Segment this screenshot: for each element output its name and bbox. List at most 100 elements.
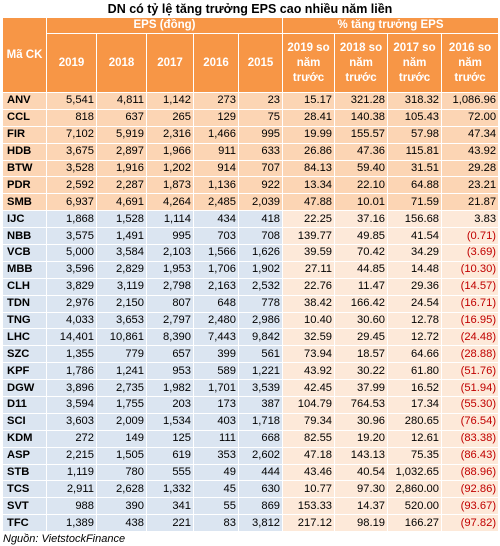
eps-cell: 1,706 <box>193 260 239 279</box>
growth-cell: 43.46 <box>282 463 336 482</box>
growth-cell: 47.34 <box>441 125 500 144</box>
growth-cell: 166.27 <box>387 514 443 533</box>
eps-cell: 49 <box>193 463 239 482</box>
eps-cell: 5,919 <box>96 125 147 144</box>
eps-cell: 221 <box>146 514 194 533</box>
eps-cell: 125 <box>146 429 194 448</box>
growth-cell: 166.42 <box>334 294 389 313</box>
table-row: SVT 988 390 341 55 869 153.33 14.37 520.00 (93.67… <box>2 497 500 516</box>
eps-cell: 75 <box>237 108 284 127</box>
growth-cell: 139.77 <box>282 227 336 246</box>
growth-cell: 49.85 <box>334 227 389 246</box>
growth-cell: (88.96) <box>441 463 500 482</box>
eps-cell: 1,701 <box>193 379 239 398</box>
eps-cell: 149 <box>96 429 147 448</box>
eps-growth-table: Mã CK EPS (đồng) % tăng trưởng EPS 2019 … <box>2 17 500 533</box>
growth-cell: 115.81 <box>387 142 443 161</box>
growth-cell: 70.42 <box>334 244 389 262</box>
eps-cell: 668 <box>237 429 284 448</box>
table-row: NBB 3,575 1,491 995 703 708 139.77 49.85 41.54 (0… <box>2 227 500 246</box>
eps-cell: 807 <box>146 294 194 313</box>
eps-cell: 1,355 <box>46 345 97 364</box>
eps-cell: 2,163 <box>193 277 239 296</box>
eps-cell: 23 <box>237 92 284 110</box>
growth-cell: 44.85 <box>334 260 389 279</box>
eps-cell: 657 <box>146 345 194 364</box>
eps-cell: 4,033 <box>46 311 97 330</box>
eps-cell: 399 <box>193 345 239 364</box>
growth-cell: 47.18 <box>282 446 336 465</box>
eps-cell: 1,916 <box>96 159 147 178</box>
eps-cell: 1,241 <box>96 362 147 381</box>
eps-cell: 1,966 <box>146 142 194 161</box>
eps-cell: 1,755 <box>96 396 147 414</box>
table-row: SMB 6,937 4,691 4,264 2,485 2,039 47.88 10.01 71… <box>2 193 500 212</box>
stock-code-cell: ANV <box>2 92 47 110</box>
eps-cell: 2,798 <box>146 277 194 296</box>
eps-cell: 1,389 <box>46 514 97 533</box>
eps-cell: 341 <box>146 497 194 516</box>
eps-cell: 2,829 <box>96 260 147 279</box>
eps-cell: 1,221 <box>237 362 284 381</box>
eps-cell: 1,982 <box>146 379 194 398</box>
growth-cell: 61.80 <box>387 362 443 381</box>
eps-cell: 869 <box>237 497 284 516</box>
growth-cell: 140.38 <box>334 108 389 127</box>
growth-cell: 11.47 <box>334 277 389 296</box>
growth-cell: 84.13 <box>282 159 336 178</box>
source-note: Nguồn: VietstockFinance <box>3 533 126 546</box>
eps-cell: 1,142 <box>146 92 194 110</box>
growth-cell: 321.28 <box>334 92 389 110</box>
growth-cell: 29.45 <box>334 328 389 347</box>
growth-cell: (16.71) <box>441 294 500 313</box>
eps-cell: 1,466 <box>193 125 239 144</box>
eps-cell: 1,902 <box>237 260 284 279</box>
growth-cell: 31.51 <box>387 159 443 178</box>
eps-cell: 3,653 <box>96 311 147 330</box>
growth-cell: 10.40 <box>282 311 336 330</box>
eps-cell: 1,491 <box>96 227 147 246</box>
table-row: ANV 5,541 4,811 1,142 273 23 15.17 321.28 318.32… <box>2 92 500 110</box>
table-row: CLH 3,829 3,119 2,798 2,163 2,532 22.76 11.47 29… <box>2 277 500 296</box>
eps-cell: 129 <box>193 108 239 127</box>
eps-cell: 2,316 <box>146 125 194 144</box>
growth-cell: 22.25 <box>282 210 336 229</box>
growth-cell: (51.94) <box>441 379 500 398</box>
table-body: ANV 5,541 4,811 1,142 273 23 15.17 321.28 318.32… <box>2 92 500 533</box>
eps-cell: 1,136 <box>193 176 239 195</box>
eps-cell: 1,332 <box>146 480 194 499</box>
growth-cell: 14.48 <box>387 260 443 279</box>
growth-cell: 12.61 <box>387 429 443 448</box>
eps-cell: 2,287 <box>96 176 147 195</box>
eps-cell: 9,842 <box>237 328 284 347</box>
eps-cell: 3,812 <box>237 514 284 533</box>
growth-cell: 34.29 <box>387 244 443 262</box>
eps-cell: 703 <box>193 227 239 246</box>
eps-cell: 7,443 <box>193 328 239 347</box>
table-row: BTW 3,528 1,916 1,202 914 707 84.13 59.40 31.51 2… <box>2 159 500 178</box>
growth-cell: 318.32 <box>387 92 443 110</box>
stock-code-cell: BTW <box>2 159 47 178</box>
eps-cell: 780 <box>96 463 147 482</box>
eps-cell: 589 <box>193 362 239 381</box>
growth-cell: 98.19 <box>334 514 389 533</box>
eps-cell: 434 <box>193 210 239 229</box>
growth-cell: 72.00 <box>441 108 500 127</box>
eps-cell: 3,829 <box>46 277 97 296</box>
table-title: DN có tỷ lệ tăng trưởng EPS cao nhiều nă… <box>107 2 393 16</box>
eps-cell: 619 <box>146 446 194 465</box>
growth-cell: 30.22 <box>334 362 389 381</box>
growth-cell: (14.57) <box>441 277 500 296</box>
growth-cell: 18.57 <box>334 345 389 364</box>
growth-cell: 10.77 <box>282 480 336 499</box>
eps-cell: 2,628 <box>96 480 147 499</box>
table-row: CCL 818 637 265 129 75 28.41 140.38 105.43 72.00 <box>2 108 500 127</box>
table-row: D11 3,594 1,755 203 173 387 104.79 764.53 17.34(… <box>2 396 500 414</box>
eps-cell: 10,861 <box>96 328 147 347</box>
growth-cell: (0.71) <box>441 227 500 246</box>
eps-cell: 2,150 <box>96 294 147 313</box>
eps-cell: 1,786 <box>46 362 97 381</box>
eps-cell: 3,584 <box>96 244 147 262</box>
growth-cell: 41.54 <box>387 227 443 246</box>
eps-cell: 1,528 <box>96 210 147 229</box>
